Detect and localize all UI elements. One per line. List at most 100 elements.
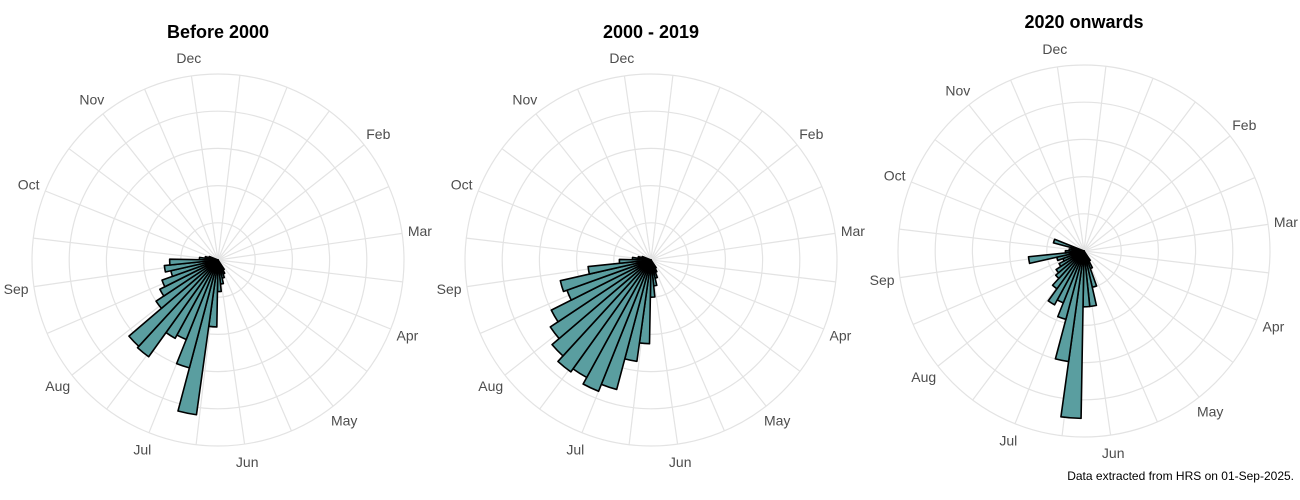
polar-panel-1: Dec Feb Mar Apr May Jun Jul Aug Sep Oct Nov Before …: [4, 22, 433, 470]
month-label-jul: Jul: [133, 441, 151, 457]
grid-spoke: [650, 259, 836, 283]
grid-spoke: [623, 75, 652, 261]
bar-week-28: [557, 259, 652, 373]
month-label-apr: Apr: [830, 328, 852, 344]
polar-panel-3: Dec Feb Mar Apr May Jun Jul Aug Sep Oct Nov 2020 on…: [870, 12, 1299, 461]
grid-spoke: [102, 113, 219, 261]
grid-spoke: [501, 148, 652, 261]
grid-spoke: [577, 88, 652, 261]
bar-week-31: [550, 259, 652, 323]
grid-spoke: [1010, 79, 1085, 252]
month-label-apr: Apr: [1263, 319, 1285, 335]
grid-ring: [31, 73, 405, 447]
grid-spoke: [1083, 177, 1256, 252]
bar-week-35: [168, 258, 219, 266]
month-label-aug: Aug: [478, 378, 503, 394]
month-label-may: May: [1197, 403, 1223, 419]
grid-spoke: [217, 144, 365, 261]
grid-spoke: [1083, 135, 1231, 252]
month-label-jul: Jul: [999, 432, 1017, 448]
month-label-may: May: [764, 412, 790, 428]
grid-spoke: [650, 259, 801, 372]
bar-week-26: [582, 259, 652, 393]
grid-spoke: [650, 259, 767, 407]
grid-spoke: [1056, 66, 1085, 252]
bar-week-28: [136, 259, 219, 358]
grid-spoke: [144, 88, 219, 261]
grid-spoke: [650, 110, 763, 261]
bar-week-38: [1052, 238, 1085, 252]
grid-spoke: [217, 75, 241, 261]
bar-week-29: [128, 259, 219, 348]
month-label-sep: Sep: [4, 281, 29, 297]
grid-spoke: [1083, 250, 1257, 321]
grid-spoke: [1083, 250, 1200, 398]
grid-spoke: [217, 259, 403, 283]
month-label-may: May: [331, 412, 357, 428]
month-label-nov: Nov: [512, 92, 537, 108]
grid-spoke: [1083, 66, 1107, 252]
grid-spoke: [217, 259, 391, 330]
grid-ring: [897, 64, 1271, 438]
grid-spoke: [899, 228, 1085, 252]
grid-spoke: [1083, 223, 1269, 252]
grid-spoke: [650, 144, 798, 261]
grid-spoke: [217, 259, 334, 407]
month-label-dec: Dec: [176, 50, 201, 66]
month-label-mar: Mar: [408, 223, 432, 239]
month-label-feb: Feb: [1232, 117, 1256, 133]
bar-week-38: [208, 255, 219, 261]
grid-ring: [464, 73, 838, 447]
grid-spoke: [190, 75, 219, 261]
bar-week-34: [1027, 250, 1085, 265]
bar-week-33: [559, 259, 652, 293]
grid-ring: [934, 101, 1234, 401]
bar-week-30: [155, 259, 219, 310]
month-label-nov: Nov: [79, 92, 104, 108]
bar-week-34: [587, 259, 652, 275]
month-label-aug: Aug: [911, 369, 936, 385]
grid-spoke: [1083, 250, 1234, 363]
grid-spoke: [968, 104, 1085, 252]
bar-week-29: [551, 259, 652, 357]
bar-week-31: [159, 259, 219, 297]
grid-spoke: [934, 139, 1085, 252]
grid-spoke: [1083, 101, 1196, 252]
grid-spoke: [217, 259, 292, 432]
grid-spoke: [650, 259, 679, 445]
grid-spoke: [478, 190, 652, 261]
month-label-jun: Jun: [1102, 445, 1125, 461]
grid-ring: [538, 147, 764, 373]
grid-spoke: [650, 259, 824, 330]
grid-spoke: [217, 110, 330, 261]
grid-spoke: [650, 186, 823, 261]
grid-ring: [1008, 176, 1159, 327]
grid-spoke: [535, 113, 652, 261]
month-label-dec: Dec: [1042, 41, 1067, 57]
grid-spoke: [466, 237, 652, 261]
month-label-oct: Oct: [18, 176, 40, 192]
panel-title: Before 2000: [167, 22, 269, 42]
grid-ring: [105, 147, 331, 373]
bar-week-30: [549, 259, 652, 340]
month-label-mar: Mar: [841, 223, 865, 239]
month-label-jun: Jun: [236, 454, 259, 470]
panel-title: 2020 onwards: [1024, 12, 1143, 32]
grid-spoke: [217, 259, 246, 445]
grid-spoke: [650, 259, 725, 432]
bar-week-34: [163, 259, 219, 273]
grid-spoke: [1083, 250, 1269, 274]
panel-title: 2000 - 2019: [603, 22, 699, 42]
month-label-aug: Aug: [45, 378, 70, 394]
month-label-jul: Jul: [566, 441, 584, 457]
grid-spoke: [650, 87, 721, 261]
grid-ring: [575, 185, 726, 336]
grid-spoke: [68, 148, 219, 261]
grid-spoke: [912, 250, 1085, 325]
grid-spoke: [650, 232, 836, 261]
grid-spoke: [217, 259, 368, 372]
month-label-feb: Feb: [366, 126, 390, 142]
grid-spoke: [650, 75, 674, 261]
month-label-oct: Oct: [884, 167, 906, 183]
